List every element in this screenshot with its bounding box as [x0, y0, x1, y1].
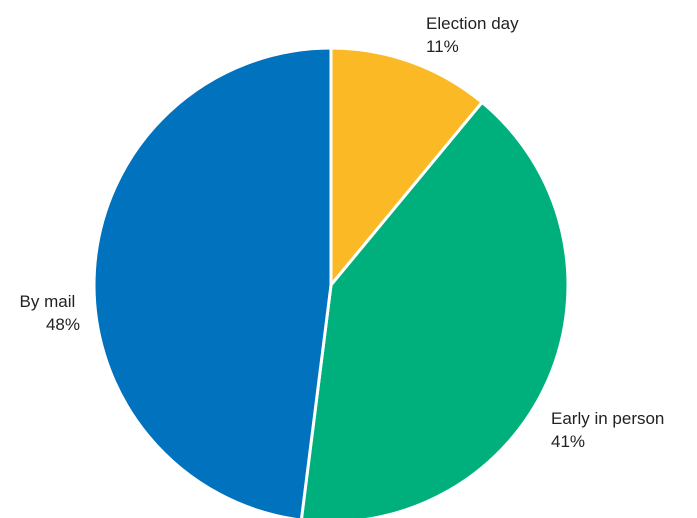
slice-election-day [329, 46, 485, 290]
label-election-day: Election day 11% [426, 14, 523, 56]
label-election-day-name: Election day [426, 14, 519, 33]
label-early-in-person-value: 41% [551, 432, 585, 451]
label-early-in-person-name: Early in person [551, 409, 664, 428]
label-by-mail: By mail 48% [20, 292, 80, 334]
pie-labels: Election day 11% Early in person 41% By … [20, 14, 669, 451]
label-early-in-person: Early in person 41% [551, 409, 669, 451]
slice-by-mail [92, 46, 333, 518]
label-election-day-value: 11% [426, 37, 459, 56]
slice-early-in-person [300, 100, 570, 518]
label-by-mail-value: 48% [46, 315, 80, 334]
label-by-mail-name: By mail [20, 292, 76, 311]
pie-slices [92, 46, 570, 518]
